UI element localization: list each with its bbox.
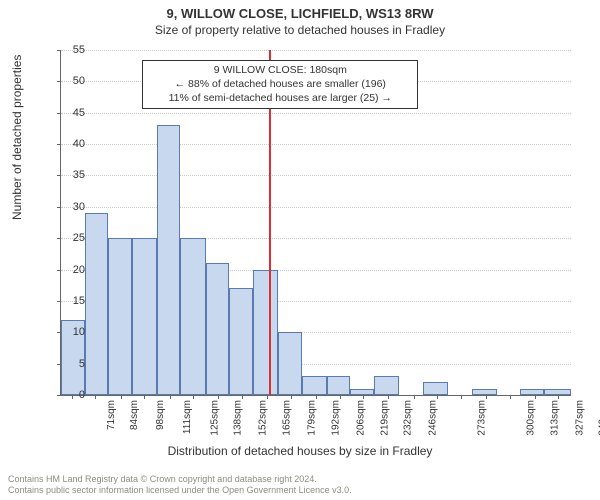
ytick-label: 35 [55,169,85,181]
annotation-line: ← 88% of detached houses are smaller (19… [149,78,411,92]
ytick-label: 20 [55,264,85,276]
xtick-label: 232sqm [403,400,414,436]
histogram-bar [85,213,109,395]
xtick-label: 152sqm [258,400,269,436]
xtick-label: 246sqm [428,400,439,436]
xtick-label: 71sqm [106,400,117,430]
xtick-mark [218,395,219,399]
xtick-mark [144,395,145,399]
chart-area: 71sqm84sqm98sqm111sqm125sqm138sqm152sqm1… [60,50,570,395]
xtick-mark [95,395,96,399]
xtick-mark [414,395,415,399]
xtick-label: 327sqm [574,400,585,436]
xtick-label: 125sqm [209,400,220,436]
xtick-mark [558,395,559,399]
xtick-mark [267,395,268,399]
y-axis-label: Number of detached properties [10,55,24,220]
xtick-label: 165sqm [281,400,292,436]
annotation-line: 9 WILLOW CLOSE: 180sqm [149,64,411,78]
xtick-label: 84sqm [129,400,140,430]
xtick-mark [316,395,317,399]
ytick-label: 40 [55,138,85,150]
xtick-mark [388,395,389,399]
title-sub: Size of property relative to detached ho… [0,21,600,37]
histogram-bar [180,238,205,395]
ytick-label: 55 [55,44,85,56]
histogram-bar [423,382,448,395]
xtick-mark [437,395,438,399]
histogram-bar [520,389,544,395]
histogram-bar [132,238,157,395]
xtick-mark [291,395,292,399]
footer-attribution: Contains HM Land Registry data © Crown c… [8,474,352,497]
xtick-label: 300sqm [526,400,537,436]
xtick-mark [170,395,171,399]
xtick-mark [340,395,341,399]
histogram-bar [472,389,497,395]
xtick-label: 206sqm [356,400,367,436]
xtick-mark [461,395,462,399]
ytick-label: 5 [55,358,85,370]
xtick-label: 138sqm [233,400,244,436]
ytick-label: 45 [55,107,85,119]
xtick-mark [363,395,364,399]
ytick-label: 30 [55,201,85,213]
annotation-box: 9 WILLOW CLOSE: 180sqm← 88% of detached … [142,60,418,109]
ytick-label: 25 [55,232,85,244]
footer-line-1: Contains HM Land Registry data © Crown c… [8,474,352,485]
xtick-mark [242,395,243,399]
histogram-bar [253,270,278,395]
histogram-bar [278,332,302,395]
xtick-label: 111sqm [182,400,193,434]
xtick-mark [510,395,511,399]
gridline [61,113,571,114]
gridline [61,144,571,145]
xtick-mark [486,395,487,399]
xtick-mark [193,395,194,399]
xtick-label: 273sqm [477,400,488,436]
xtick-label: 179sqm [307,400,318,436]
footer-line-2: Contains public sector information licen… [8,485,352,496]
title-main: 9, WILLOW CLOSE, LICHFIELD, WS13 8RW [0,0,600,21]
histogram-bar [374,376,399,395]
gridline [61,50,571,51]
xtick-mark [121,395,122,399]
histogram-bar [206,263,230,395]
gridline [61,207,571,208]
histogram-bar [157,125,181,395]
xtick-label: 98sqm [155,400,166,430]
xtick-mark [535,395,536,399]
gridline [61,175,571,176]
ytick-label: 10 [55,326,85,338]
x-axis-label: Distribution of detached houses by size … [0,444,600,458]
ytick-label: 15 [55,295,85,307]
ytick-label: 0 [55,389,85,401]
histogram-bar [229,288,253,395]
xtick-label: 192sqm [330,400,341,436]
plot-region: 71sqm84sqm98sqm111sqm125sqm138sqm152sqm1… [60,50,571,396]
histogram-bar [302,376,327,395]
ytick-label: 50 [55,75,85,87]
annotation-line: 11% of semi-detached houses are larger (… [149,92,411,106]
xtick-label: 219sqm [379,400,390,436]
histogram-bar [108,238,132,395]
histogram-bar [327,376,351,395]
xtick-label: 313sqm [549,400,560,436]
